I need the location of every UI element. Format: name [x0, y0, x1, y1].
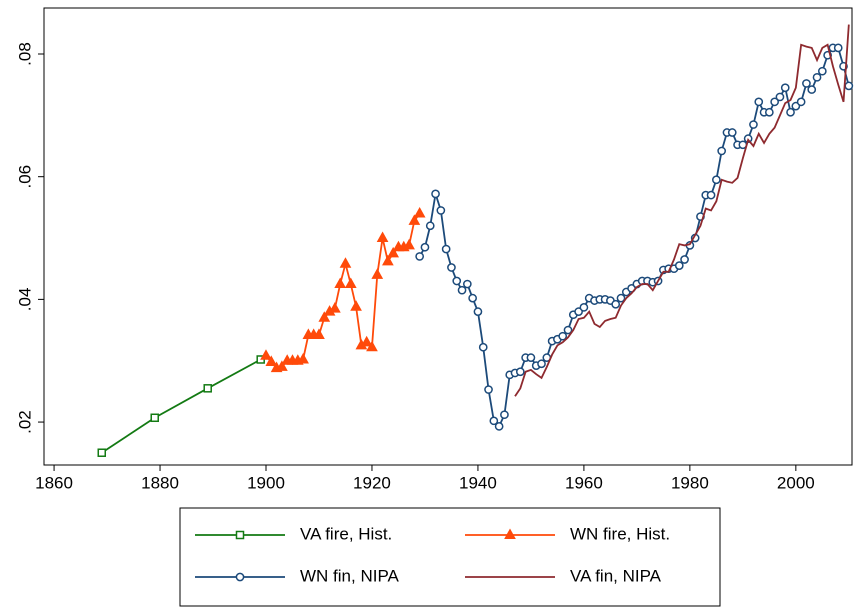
- series-line: [101, 358, 262, 454]
- data-point: [408, 214, 421, 225]
- series-line: [514, 24, 850, 397]
- y-tick-label: .04: [15, 288, 34, 312]
- data-point: [712, 175, 721, 185]
- x-tick-label: 1960: [565, 473, 603, 492]
- data-point: [558, 331, 568, 341]
- data-point: [478, 342, 488, 352]
- data-point: [812, 72, 822, 82]
- data-point: [494, 422, 504, 431]
- data-point: [579, 303, 589, 312]
- data-point: [150, 413, 159, 423]
- data-point: [441, 244, 451, 254]
- y-tick-label: .02: [15, 410, 34, 434]
- data-point: [468, 293, 477, 303]
- data-point: [344, 277, 357, 289]
- data-point: [515, 367, 525, 377]
- legend-label: VA fire, Hist.: [300, 524, 392, 543]
- data-point: [674, 261, 684, 270]
- data-point: [420, 242, 430, 252]
- data-point: [318, 311, 331, 322]
- data-point: [526, 353, 536, 363]
- legend-marker: [235, 572, 245, 582]
- legend-label: VA fin, NIPA: [570, 566, 662, 585]
- data-point: [775, 92, 785, 102]
- data-point: [680, 255, 689, 264]
- data-point: [817, 66, 827, 76]
- data-point: [366, 340, 378, 352]
- data-point: [770, 97, 779, 107]
- data-point: [203, 384, 212, 393]
- data-point: [457, 285, 467, 295]
- data-point: [297, 352, 309, 364]
- data-point: [616, 293, 626, 303]
- data-point: [350, 300, 362, 311]
- x-tick-label: 1980: [671, 473, 709, 492]
- x-tick-label: 1920: [353, 473, 391, 492]
- data-point: [611, 299, 621, 309]
- data-point: [844, 81, 854, 91]
- y-tick-label: .06: [15, 165, 34, 189]
- data-point: [786, 107, 795, 117]
- x-tick-label: 1940: [459, 473, 497, 492]
- data-point: [387, 246, 400, 258]
- data-point: [484, 385, 493, 394]
- data-point: [802, 79, 811, 88]
- data-point: [371, 268, 384, 279]
- data-point: [376, 231, 389, 243]
- data-point: [413, 206, 426, 218]
- data-point: [447, 263, 456, 272]
- data-point: [97, 448, 107, 457]
- data-point: [415, 252, 425, 261]
- legend-marker: [235, 530, 245, 540]
- data-point: [265, 355, 278, 366]
- legend-box: [179, 507, 721, 607]
- data-point: [334, 277, 347, 289]
- data-point: [436, 206, 446, 215]
- data-point: [339, 257, 352, 268]
- data-point: [717, 146, 727, 156]
- data-point: [706, 190, 716, 200]
- data-point: [537, 359, 546, 369]
- data-point: [833, 43, 843, 53]
- legend-label: WN fire, Hist.: [570, 524, 670, 543]
- data-point: [563, 325, 573, 335]
- data-point: [764, 107, 774, 117]
- data-point: [462, 279, 472, 289]
- data-point: [360, 335, 373, 347]
- data-point: [780, 83, 790, 93]
- data-point: [382, 254, 394, 266]
- data-point: [727, 128, 737, 137]
- data-point: [403, 238, 415, 250]
- data-point: [313, 328, 325, 339]
- data-point: [425, 221, 435, 231]
- data-point: [329, 302, 341, 313]
- x-tick-label: 2000: [777, 473, 815, 492]
- x-tick-label: 1900: [247, 473, 285, 492]
- data-point: [500, 410, 509, 420]
- legend-marker: [504, 528, 516, 539]
- data-point: [452, 276, 462, 286]
- data-point: [431, 189, 440, 199]
- x-tick-label: 1880: [141, 473, 179, 492]
- data-point: [807, 85, 817, 94]
- data-point: [749, 120, 758, 129]
- legend-label: WN fin, NIPA: [300, 566, 400, 585]
- plot-frame: [43, 7, 853, 466]
- data-point: [473, 307, 483, 316]
- x-tick-label: 1860: [35, 473, 73, 492]
- y-tick-label: .08: [15, 42, 34, 66]
- data-point: [276, 360, 288, 371]
- data-point: [260, 349, 272, 360]
- data-point: [796, 97, 806, 107]
- data-point: [754, 97, 764, 107]
- data-point: [489, 416, 499, 426]
